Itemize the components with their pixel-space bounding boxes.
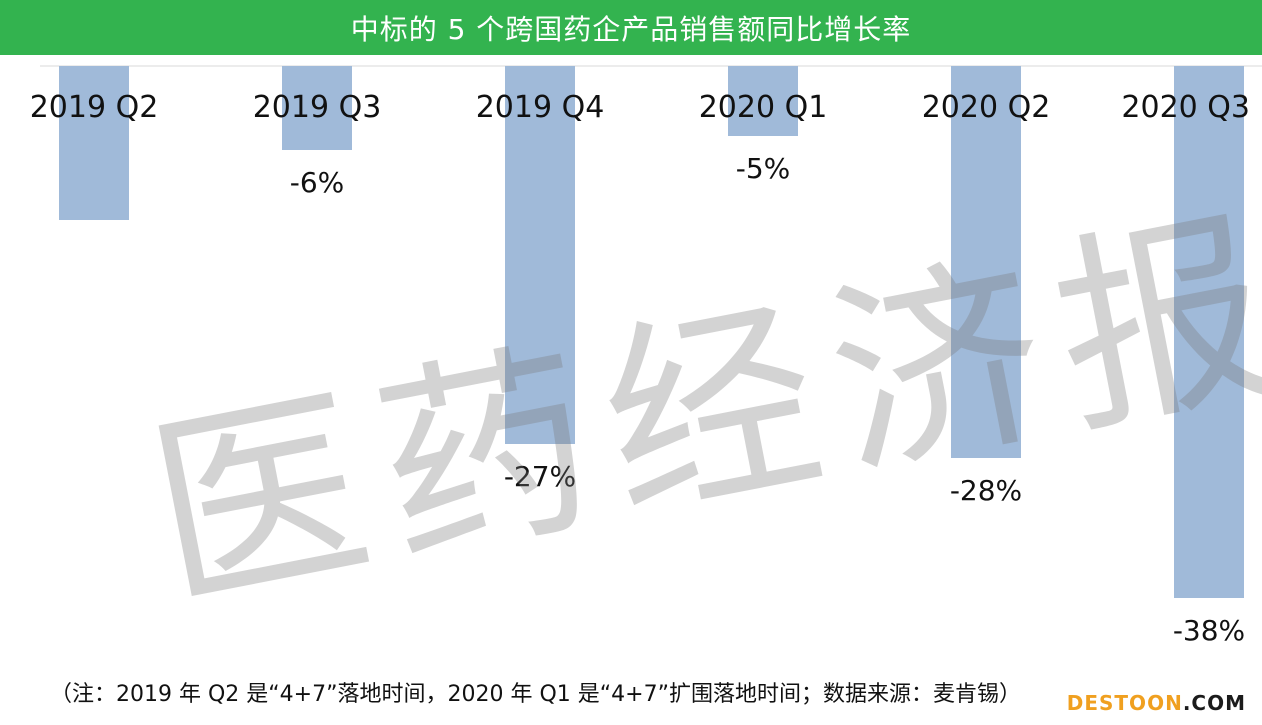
bar-2020-q1 <box>728 66 798 136</box>
data-label: -5% <box>736 152 791 185</box>
bar-2019-q3 <box>282 66 352 150</box>
category-label: 2019 Q3 <box>253 90 382 125</box>
site-logo-main: DESTOON <box>1066 691 1183 715</box>
category-label: 2019 Q4 <box>476 90 605 125</box>
chart-title: 中标的 5 个跨国药企产品销售额同比增长率 <box>0 0 1262 55</box>
data-label: -38% <box>1173 614 1245 647</box>
data-label: -28% <box>950 474 1022 507</box>
bar-2019-q2 <box>59 66 129 220</box>
category-label: 2020 Q1 <box>699 90 828 125</box>
footnote: （注：2019 年 Q2 是“4+7”落地时间，2020 年 Q1 是“4+7”… <box>50 682 1022 707</box>
bar-chart: 2019 Q2 2019 Q3 2019 Q4 2020 Q1 2020 Q2 2020 … <box>30 65 1262 647</box>
category-label: 2020 Q3 <box>1121 90 1250 125</box>
bar-2019-q4 <box>505 66 575 444</box>
bar-2020-q2 <box>951 66 1021 458</box>
site-logo-suffix: .COM <box>1182 691 1246 715</box>
category-label: 2020 Q2 <box>922 90 1051 125</box>
site-logo: DESTOON.COM <box>1064 691 1248 715</box>
data-label: -27% <box>504 460 576 493</box>
category-label: 2019 Q2 <box>30 90 159 125</box>
data-label: -6% <box>290 166 345 199</box>
bar-2020-q3 <box>1174 66 1244 598</box>
